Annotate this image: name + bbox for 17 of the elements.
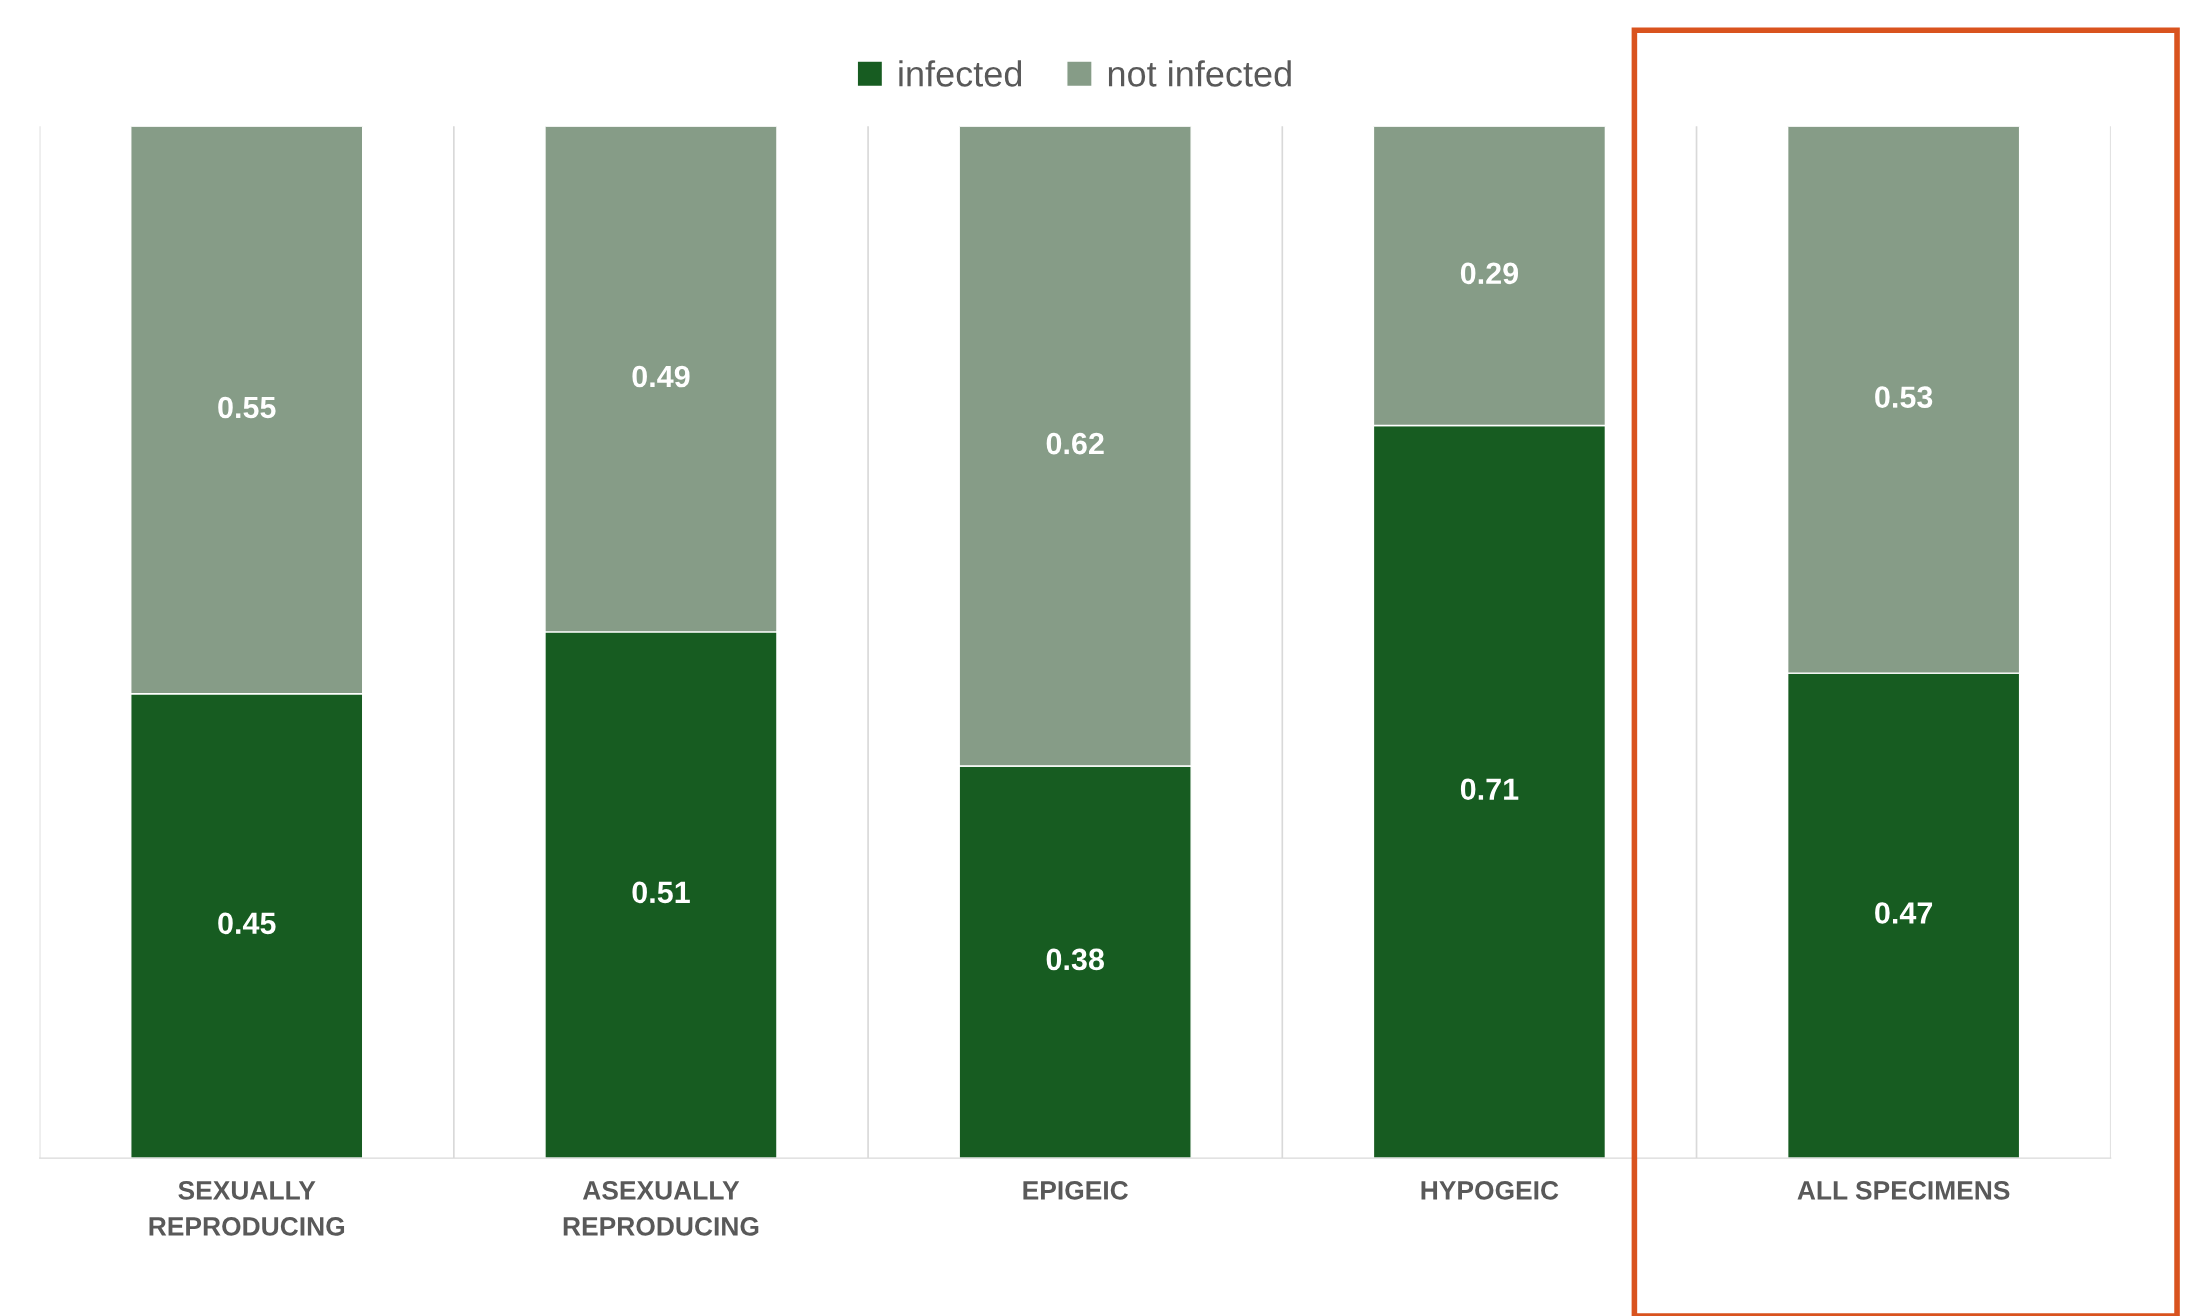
data-label: 0.55 [218,396,276,419]
data-label: 0.45 [218,912,276,935]
x-tick-label: EPIGEIC [1023,1181,1128,1200]
data-label: 0.38 [1046,948,1104,971]
x-tick-label: HYPOGEIC [1421,1181,1559,1200]
x-tick-label: SEXUALLY REPRODUCING [149,1181,345,1236]
data-label: 0.62 [1046,432,1104,455]
data-label: 0.51 [632,881,690,904]
data-label: 0.53 [1875,386,1933,408]
x-tick-label: ASEXUALLY REPRODUCING [563,1181,759,1236]
x-tick-label: ALL SPECIMENS [1797,1181,2010,1200]
data-label: 0.47 [1875,902,1933,924]
data-label: 0.29 [1460,262,1519,285]
data-label: 0.49 [632,365,690,388]
data-label: 0.71 [1460,778,1519,801]
legend-label: infected [899,60,1022,87]
legend-label: not infected [1108,60,1291,87]
